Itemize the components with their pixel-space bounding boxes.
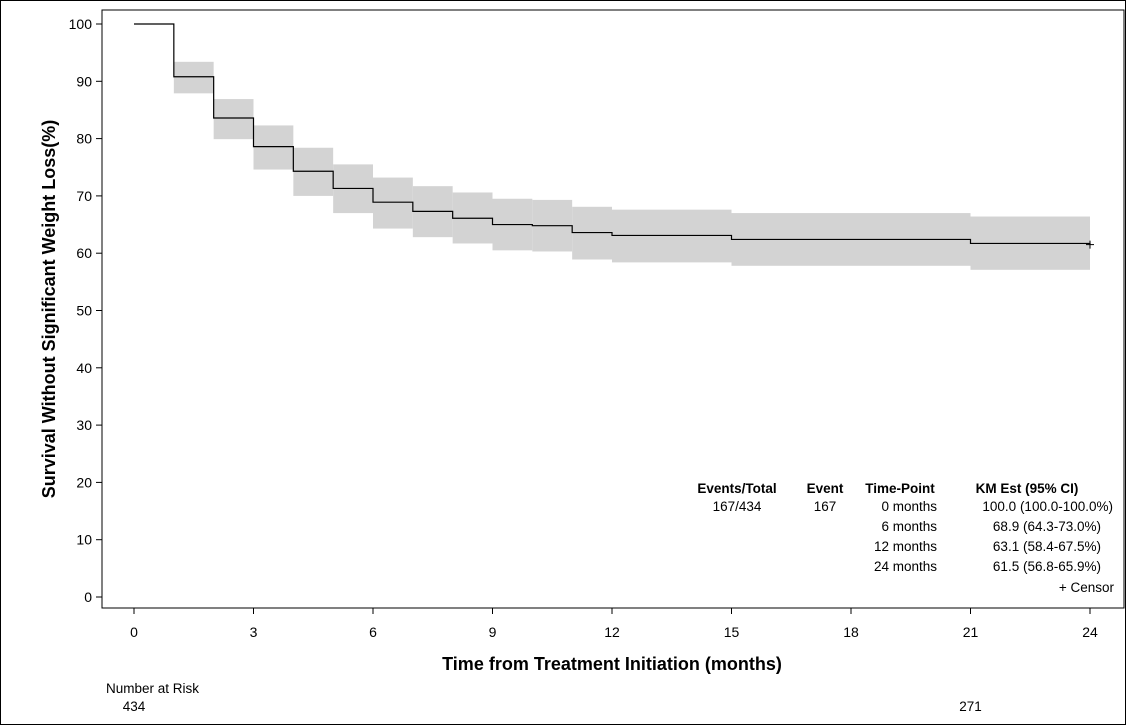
y-axis-title: Survival Without Significant Weight Loss… — [39, 120, 59, 499]
events-total-value: 167/434 — [713, 499, 762, 514]
ci-band-segment — [373, 177, 413, 229]
y-tick-label: 20 — [76, 474, 92, 490]
km-est-24: 61.5 (56.8-65.9%) — [993, 559, 1101, 574]
censor-marks-layer — [1086, 240, 1094, 249]
y-tick-label: 70 — [76, 188, 92, 204]
x-tick-label: 6 — [369, 624, 377, 640]
x-tick-label: 12 — [604, 624, 620, 640]
km-survival-line — [134, 23, 1091, 245]
time-point-6: 6 months — [881, 519, 937, 534]
survival-line-layer — [134, 23, 1091, 245]
header-time-point: Time-Point — [865, 481, 935, 496]
number-at-risk-title: Number at Risk — [106, 681, 199, 696]
x-tick-label: 24 — [1082, 624, 1098, 640]
time-point-12: 12 months — [874, 539, 937, 554]
x-tick-label: 3 — [250, 624, 258, 640]
risk-count: 271 — [959, 699, 982, 714]
ci-band-segment — [213, 99, 254, 140]
header-events-total: Events/Total — [697, 481, 776, 496]
y-tick-label: 90 — [76, 73, 92, 89]
ci-band-segment — [173, 61, 214, 94]
y-axis: 0 10 20 30 40 50 60 70 80 90 100 — [69, 16, 102, 605]
x-axis-title: Time from Treatment Initiation (months) — [442, 654, 782, 674]
events-value: 167 — [814, 499, 837, 514]
ci-band-layer — [173, 61, 1090, 270]
y-tick-label: 30 — [76, 417, 92, 433]
x-axis: 0 3 6 9 12 15 18 21 24 — [130, 608, 1098, 640]
y-tick-label: 100 — [69, 16, 93, 32]
risk-count: 434 — [123, 699, 146, 714]
km-est-0: 100.0 (100.0-100.0%) — [982, 499, 1113, 514]
x-tick-label: 9 — [489, 624, 497, 640]
plot-area — [101, 9, 1125, 609]
time-point-24: 24 months — [874, 559, 937, 574]
y-tick-label: 60 — [76, 245, 92, 261]
header-km-est: KM Est (95% CI) — [976, 481, 1079, 496]
censor-mark — [1086, 240, 1094, 249]
y-tick-label: 80 — [76, 131, 92, 147]
time-point-0: 0 months — [881, 499, 937, 514]
number-at-risk-table: Number at Risk 434 271 — [106, 681, 982, 714]
x-tick-label: 21 — [963, 624, 979, 640]
x-tick-label: 15 — [724, 624, 740, 640]
km-stats-table: Events/Total Event Time-Point KM Est (95… — [697, 481, 1114, 595]
km-est-12: 63.1 (58.4-67.5%) — [993, 539, 1101, 554]
y-tick-label: 10 — [76, 532, 92, 548]
x-tick-label: 18 — [843, 624, 859, 640]
censor-legend: + Censor — [1059, 580, 1115, 595]
y-tick-label: 50 — [76, 303, 92, 319]
y-tick-label: 0 — [84, 589, 92, 605]
header-event: Event — [807, 481, 844, 496]
y-tick-label: 40 — [76, 360, 92, 376]
km-est-6: 68.9 (64.3-73.0%) — [993, 519, 1101, 534]
x-tick-label: 0 — [130, 624, 138, 640]
plot-border — [101, 9, 1125, 609]
ci-band-segment — [253, 125, 294, 170]
